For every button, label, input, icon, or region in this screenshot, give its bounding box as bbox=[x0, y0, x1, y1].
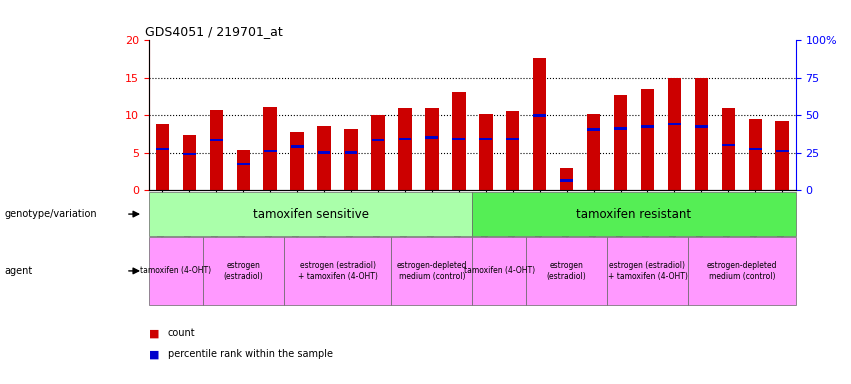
Bar bbox=[291, 145, 304, 148]
Text: tamoxifen (4-OHT): tamoxifen (4-OHT) bbox=[140, 266, 211, 275]
Bar bbox=[641, 125, 654, 128]
Bar bbox=[775, 121, 789, 190]
Bar bbox=[560, 179, 573, 182]
Bar bbox=[264, 150, 277, 152]
Bar bbox=[695, 125, 708, 128]
Bar bbox=[614, 127, 627, 130]
Bar bbox=[264, 107, 277, 190]
Bar bbox=[237, 151, 250, 190]
Bar bbox=[587, 114, 600, 190]
Bar bbox=[237, 162, 249, 165]
Bar bbox=[317, 126, 331, 190]
Bar bbox=[345, 129, 357, 190]
Bar bbox=[156, 147, 168, 150]
Bar bbox=[452, 92, 465, 190]
Bar bbox=[372, 139, 385, 141]
Bar bbox=[479, 138, 492, 141]
Bar bbox=[506, 138, 519, 141]
Bar bbox=[345, 151, 357, 154]
Text: genotype/variation: genotype/variation bbox=[4, 209, 97, 219]
Bar bbox=[533, 58, 546, 190]
Bar bbox=[371, 115, 385, 190]
Bar bbox=[426, 136, 438, 139]
Text: estrogen (estradiol)
+ tamoxifen (4-OHT): estrogen (estradiol) + tamoxifen (4-OHT) bbox=[298, 261, 378, 281]
Text: tamoxifen sensitive: tamoxifen sensitive bbox=[253, 208, 368, 220]
Bar bbox=[614, 95, 627, 190]
Text: estrogen
(estradiol): estrogen (estradiol) bbox=[546, 261, 586, 281]
Text: GDS4051 / 219701_at: GDS4051 / 219701_at bbox=[145, 25, 283, 38]
Text: percentile rank within the sample: percentile rank within the sample bbox=[168, 349, 333, 359]
Bar bbox=[426, 108, 438, 190]
Bar bbox=[560, 167, 574, 190]
Text: count: count bbox=[168, 328, 195, 338]
Bar bbox=[694, 78, 708, 190]
Bar bbox=[641, 89, 654, 190]
Text: tamoxifen (4-OHT): tamoxifen (4-OHT) bbox=[464, 266, 534, 275]
Bar bbox=[317, 151, 330, 154]
Text: estrogen-depleted
medium (control): estrogen-depleted medium (control) bbox=[397, 261, 467, 281]
Bar bbox=[506, 111, 519, 190]
Bar bbox=[776, 150, 789, 152]
Text: estrogen (estradiol)
+ tamoxifen (4-OHT): estrogen (estradiol) + tamoxifen (4-OHT) bbox=[608, 261, 688, 281]
Bar bbox=[183, 153, 196, 156]
Bar bbox=[534, 114, 546, 116]
Bar bbox=[587, 128, 600, 131]
Bar bbox=[156, 124, 169, 190]
Text: ■: ■ bbox=[149, 328, 159, 338]
Text: agent: agent bbox=[4, 266, 32, 276]
Bar bbox=[722, 108, 735, 190]
Bar bbox=[479, 114, 493, 190]
Bar bbox=[749, 147, 762, 150]
Bar bbox=[722, 144, 734, 146]
Bar bbox=[210, 139, 223, 141]
Text: ■: ■ bbox=[149, 349, 159, 359]
Bar bbox=[398, 108, 412, 190]
Bar bbox=[209, 110, 223, 190]
Text: estrogen-depleted
medium (control): estrogen-depleted medium (control) bbox=[706, 261, 777, 281]
Bar bbox=[453, 138, 465, 141]
Bar bbox=[398, 138, 411, 141]
Text: estrogen
(estradiol): estrogen (estradiol) bbox=[223, 261, 263, 281]
Text: tamoxifen resistant: tamoxifen resistant bbox=[576, 208, 692, 220]
Bar bbox=[183, 136, 196, 190]
Bar bbox=[668, 78, 681, 190]
Bar bbox=[290, 132, 304, 190]
Bar bbox=[668, 123, 681, 126]
Bar bbox=[749, 119, 762, 190]
